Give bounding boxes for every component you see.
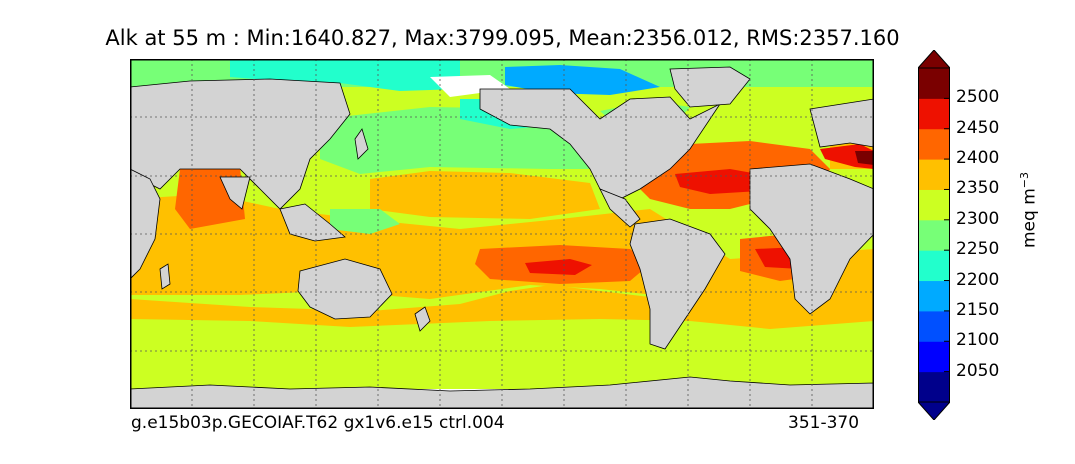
colorbar-extend-min [916,401,952,421]
colorbar-segment [918,280,950,312]
years-label: 351-370 [788,413,860,433]
colorbar-tick-label: 2400 [956,148,1000,169]
colorbar-segment [918,310,950,342]
colorbar-units-label: meq m−3 [1018,172,1040,248]
colorbar-tick-label: 2150 [956,299,1000,320]
colorbar-tick-label: 2300 [956,208,1000,229]
colorbar-tick-label: 2050 [956,360,1000,381]
arctic-low-alkalinity [505,65,660,95]
colorbar-segment [918,159,950,190]
colorbar-tick-label: 2450 [956,117,1000,138]
case-name-label: g.e15b03p.GECOIAF.T62 gx1v6.e15 ctrl.004 [131,413,505,433]
north-pacific-orange [370,171,600,219]
southern-orange-band [130,284,874,329]
colorbar-segment [918,189,950,221]
colorbar-extend-max [916,49,952,69]
colorbar-tick-label: 2250 [956,239,1000,260]
map-border [130,59,874,409]
eq-pacific-red [525,259,592,275]
colorbar-segment [918,98,950,130]
colorbar-segment [918,250,950,282]
map-graticule [130,59,874,409]
colorbar-tick-label: 2200 [956,269,1000,290]
colorbar-tick-label: 2500 [956,87,1000,108]
colorbar-segment [918,219,950,251]
colorbar-segment [918,128,950,160]
colorbar [916,49,952,421]
colorbar-segment [918,68,950,99]
colorbar-tick-label: 2350 [956,178,1000,199]
colorbar-segment [918,341,950,373]
plot-title: Alk at 55 m : Min:1640.827, Max:3799.095… [105,26,900,50]
colorbar-segment [918,371,950,403]
units-base: meq m [1019,188,1040,248]
ocean-map [130,59,874,409]
units-exponent: −3 [1018,172,1031,189]
colorbar-tick-label: 2100 [956,330,1000,351]
